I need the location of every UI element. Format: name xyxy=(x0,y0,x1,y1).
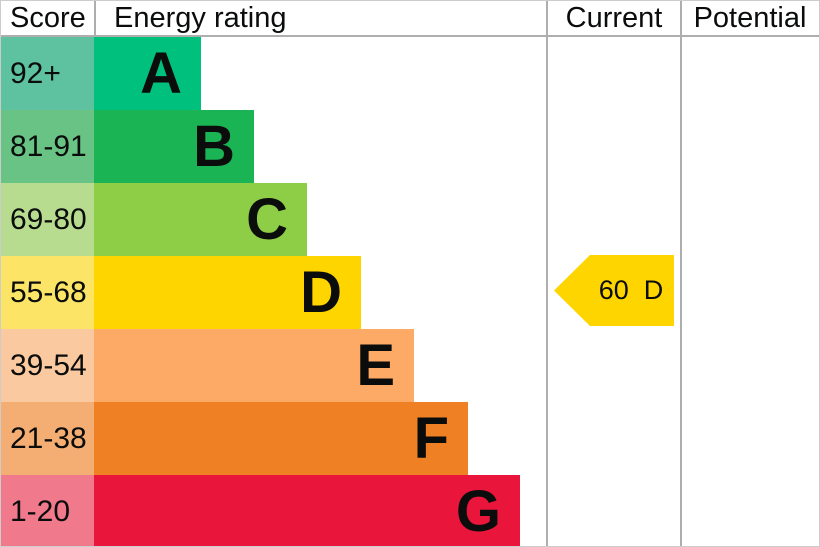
current-column-header: Current xyxy=(565,1,663,34)
band-letter-a: A xyxy=(140,40,182,106)
current-column-divider xyxy=(546,1,548,546)
band-letter-b: B xyxy=(193,113,235,179)
band-row-a: 92+ A xyxy=(1,37,819,110)
band-letter-c: C xyxy=(246,186,288,252)
band-bar-c: C xyxy=(94,183,307,256)
band-row-f: 21-38 F xyxy=(1,402,819,475)
band-bar-e: E xyxy=(94,329,414,402)
current-rating-value: 60 xyxy=(598,275,629,305)
band-bar-d: D xyxy=(94,256,361,329)
score-range-a: 92+ xyxy=(1,37,94,110)
chart-header-row: Score Energy rating Current Potential xyxy=(1,1,819,37)
score-range-d: 55-68 xyxy=(1,256,94,329)
band-bar-g: G xyxy=(94,475,520,546)
score-range-e: 39-54 xyxy=(1,329,94,402)
score-range-f: 21-38 xyxy=(1,402,94,475)
rating-bands: 92+ A 81-91 B 69-80 C 55-68 D 39-54 E 21-38 F 1-20 G xyxy=(1,37,819,546)
band-bar-b: B xyxy=(94,110,254,183)
band-row-c: 69-80 C xyxy=(1,183,819,256)
band-bar-f: F xyxy=(94,402,468,475)
potential-column-header: Potential xyxy=(693,1,807,34)
score-column-header: Score xyxy=(1,1,96,35)
band-letter-f: F xyxy=(413,405,449,471)
band-letter-e: E xyxy=(356,332,395,398)
current-rating-band: D xyxy=(643,275,664,305)
band-row-e: 39-54 E xyxy=(1,329,819,402)
band-bar-a: A xyxy=(94,37,201,110)
score-range-c: 69-80 xyxy=(1,183,94,256)
band-row-d: 55-68 D xyxy=(1,256,819,329)
band-letter-d: D xyxy=(300,259,342,325)
band-row-b: 81-91 B xyxy=(1,110,819,183)
score-range-g: 1-20 xyxy=(1,475,94,546)
potential-column-divider xyxy=(680,1,682,546)
band-row-g: 1-20 G xyxy=(1,475,819,546)
energy-rating-column-header: Energy rating xyxy=(114,1,287,34)
band-letter-g: G xyxy=(455,478,501,544)
score-range-b: 81-91 xyxy=(1,110,94,183)
